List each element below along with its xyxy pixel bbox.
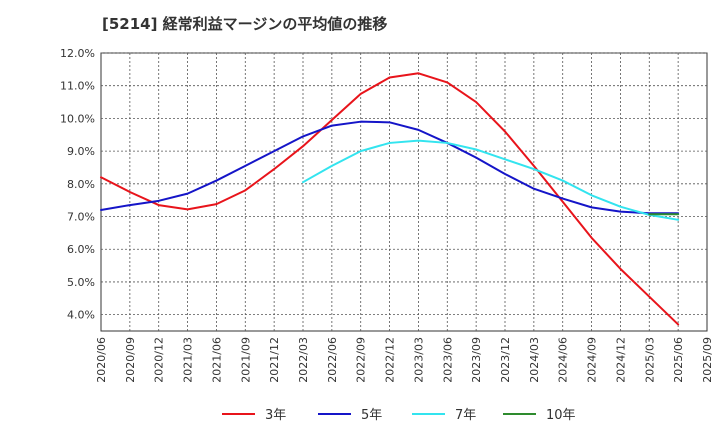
legend: 3年 5年 7年 10年 <box>222 408 576 423</box>
x-tick-label: 2025/09 <box>701 337 714 383</box>
x-tick-label: 2024/03 <box>528 337 541 383</box>
x-tick-label: 2021/12 <box>268 337 281 383</box>
legend-label-1: 5年 <box>361 408 382 423</box>
x-tick-label: 2020/12 <box>153 337 166 383</box>
y-tick-label: 10.0% <box>60 112 95 125</box>
y-tick-label: 6.0% <box>67 243 95 256</box>
y-axis-ticks: 12.0% 11.0% 10.0% 9.0% 8.0% 7.0% 6.0% 5.0% 4.0% <box>60 47 95 322</box>
y-tick-label: 12.0% <box>60 47 95 60</box>
series-lines <box>100 72 680 326</box>
legend-label-0: 3年 <box>265 408 286 423</box>
x-tick-label: 2022/12 <box>384 337 397 383</box>
x-tick-label: 2024/12 <box>614 337 627 383</box>
x-tick-label: 2023/09 <box>470 337 483 383</box>
y-tick-label: 7.0% <box>67 211 95 224</box>
x-tick-label: 2022/09 <box>355 337 368 383</box>
gridlines <box>101 52 707 331</box>
y-tick-label: 9.0% <box>67 145 95 158</box>
y-tick-label: 4.0% <box>67 309 95 322</box>
legend-label-3: 10年 <box>546 408 576 423</box>
series-line-0 <box>100 72 680 326</box>
x-tick-label: 2021/09 <box>239 337 252 383</box>
x-tick-label: 2023/06 <box>441 337 454 383</box>
x-tick-label: 2025/06 <box>672 337 685 383</box>
x-axis-ticks: 2020/06 2020/09 2020/12 2021/03 2021/06 2021/… <box>95 337 714 383</box>
chart-title: [5214] 経常利益マージンの平均値の推移 <box>102 15 387 33</box>
series-line-2 <box>302 139 680 221</box>
x-tick-label: 2022/03 <box>297 337 310 383</box>
x-tick-label: 2021/03 <box>182 337 195 383</box>
x-tick-label: 2020/06 <box>95 337 108 383</box>
plot-area <box>100 52 708 332</box>
x-tick-label: 2020/09 <box>124 337 137 383</box>
x-tick-label: 2022/06 <box>326 337 339 383</box>
series-line-1 <box>100 120 680 215</box>
y-tick-label: 8.0% <box>67 178 95 191</box>
x-tick-label: 2023/12 <box>499 337 512 383</box>
x-tick-label: 2024/09 <box>586 337 599 383</box>
legend-label-2: 7年 <box>455 408 476 423</box>
y-tick-label: 5.0% <box>67 276 95 289</box>
x-tick-label: 2021/06 <box>210 337 223 383</box>
x-tick-label: 2025/03 <box>643 337 656 383</box>
x-tick-label: 2024/06 <box>557 337 570 383</box>
y-tick-label: 11.0% <box>60 80 95 93</box>
x-tick-label: 2023/03 <box>412 337 425 383</box>
